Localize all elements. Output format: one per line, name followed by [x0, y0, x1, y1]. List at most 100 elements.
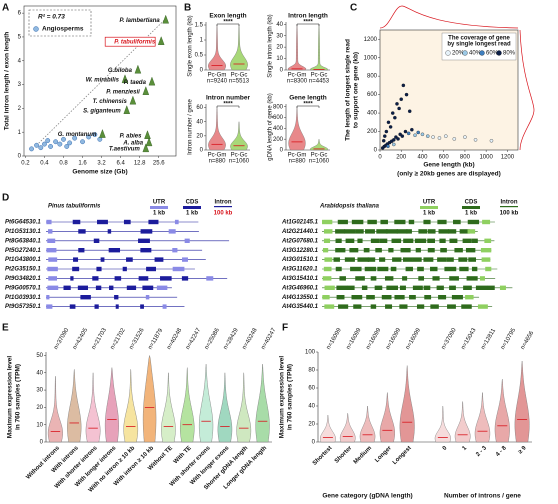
exon-block [430, 266, 438, 272]
point [403, 129, 408, 134]
y-tick-label: 60 [196, 105, 203, 111]
n-label: n=16099 [346, 327, 363, 351]
panel-letter: A [2, 3, 9, 14]
exon-block [438, 295, 447, 300]
violin [208, 24, 226, 71]
exon-block [77, 285, 88, 290]
exon-block [172, 248, 178, 253]
exon-block [385, 304, 393, 309]
point [401, 83, 406, 88]
legend-scale: 100 kb [214, 211, 233, 217]
n-label: n=31526 [129, 327, 146, 351]
exon-block [390, 266, 397, 272]
exon-block [335, 238, 342, 243]
point-label: G. montanum [58, 132, 97, 138]
x-tick-label: 0 [378, 155, 382, 161]
x-tick-label: 0 [442, 445, 449, 452]
x-tick-label: 1.6 [78, 161, 87, 167]
legend-swatch [500, 206, 518, 208]
x-tick-label: Pc-Gc [311, 73, 328, 79]
exon-block [430, 304, 439, 309]
y-axis-label: Single intron length (kb) [268, 14, 274, 77]
point [452, 137, 457, 141]
n-label: n=25086 [204, 327, 221, 351]
exon-block [73, 257, 79, 262]
violin [47, 376, 63, 443]
x-tick-label: 0.2 [21, 161, 30, 167]
violin [359, 405, 376, 443]
y-axis-label: The length of longest single read [345, 39, 352, 141]
x-tick-label: Pc-Gm [288, 73, 307, 79]
panel-letter: F [282, 323, 288, 334]
y-tick-label: 40 [196, 119, 203, 125]
legend-marker [445, 50, 451, 56]
x-tick-label: 3.2 [97, 161, 106, 167]
exon-block [355, 276, 365, 281]
tree-marker [144, 130, 151, 139]
chart-title: Intron length [288, 13, 328, 20]
violin [161, 372, 176, 443]
y-tick-label: 600 [273, 115, 284, 121]
exon-block [345, 238, 355, 243]
point-label: A. alba [122, 140, 143, 146]
gene-name: At2G21440.1 [281, 229, 319, 235]
exon-block [138, 276, 149, 281]
significance-bracket [216, 23, 240, 26]
exon-block [48, 276, 58, 281]
exon-block [437, 219, 447, 225]
gene-name: Pt1G03930.1 [5, 295, 41, 301]
significance-label: **** [223, 102, 233, 108]
exon-block [72, 266, 80, 272]
exon-block [349, 248, 359, 253]
marginal-density-right [519, 29, 535, 151]
exon-block [458, 257, 468, 262]
point [420, 132, 425, 137]
point-label: P. abies [120, 133, 143, 139]
legend-label: CDS [465, 200, 478, 206]
legend-marker [33, 26, 39, 32]
point [42, 141, 47, 147]
exon-block [138, 238, 150, 243]
exon-block [365, 229, 375, 234]
y-tick-label: 10 [276, 56, 283, 62]
legend-swatch [420, 206, 438, 209]
x-tick-label: 0.4 [40, 161, 49, 167]
exon-block [122, 266, 127, 272]
y-tick-label: 40 [308, 404, 315, 410]
exon-block [357, 257, 370, 262]
n-label: n=880 [209, 159, 227, 165]
x-tick-label: Without introns [25, 445, 61, 481]
legend-label: UTR [153, 200, 166, 206]
exon-block [487, 285, 495, 290]
exon-block [391, 238, 402, 243]
y-tick-label: 400 [367, 111, 378, 117]
exon-block [463, 285, 472, 290]
exon-block [363, 248, 370, 253]
exon-block [48, 229, 53, 234]
n-label: n=11879 [147, 327, 164, 351]
y-axis-label: to support one gene (kb) [353, 52, 360, 128]
exon-block [48, 257, 58, 262]
exon-block [46, 219, 52, 225]
x-tick-label: 2 - 3 [475, 445, 488, 458]
exon-block [396, 229, 408, 234]
marginal-density-top [379, 5, 519, 29]
exon-block [69, 304, 76, 309]
exon-block [140, 304, 144, 309]
exon-block [477, 304, 488, 309]
exon-block [338, 304, 349, 309]
point [388, 125, 393, 129]
exon-block [436, 285, 444, 290]
exon-block [333, 257, 340, 262]
exon-block [336, 285, 348, 290]
x-tick-label: 800 [460, 155, 471, 161]
exon-block [47, 285, 59, 290]
gene-name: Pt2G35150.1 [5, 267, 41, 273]
y-tick-label: 10 [36, 422, 43, 428]
violin [320, 414, 336, 443]
n-label: n=1060 [229, 159, 250, 165]
y-tick-label: 800 [367, 74, 378, 80]
violin [198, 364, 214, 443]
y-tick-label: 40 [276, 22, 283, 28]
gene-name: Pt9G34820.1 [5, 276, 41, 282]
